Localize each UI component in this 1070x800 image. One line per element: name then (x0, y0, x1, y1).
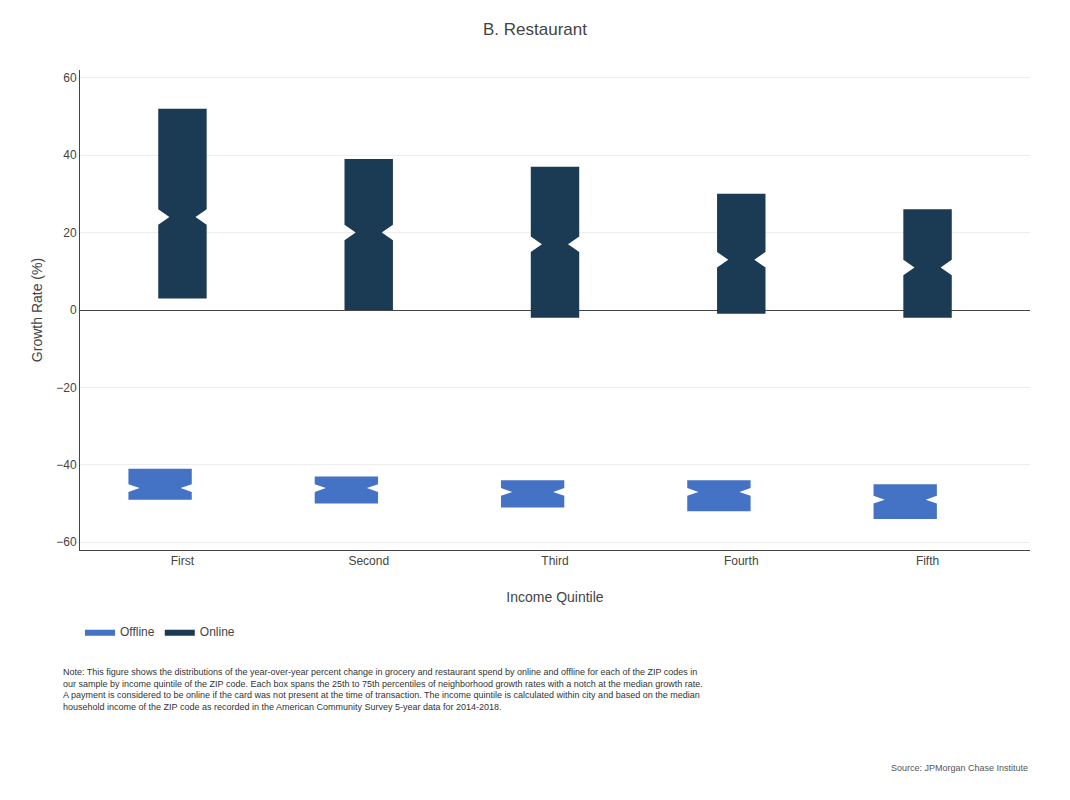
svg-text:−60: −60 (56, 535, 77, 549)
svg-text:Second: Second (348, 554, 389, 568)
svg-text:Income Quintile: Income Quintile (506, 589, 603, 605)
svg-text:Note: This figure shows the di: Note: This figure shows the distribution… (63, 667, 703, 712)
svg-text:Fifth: Fifth (916, 554, 939, 568)
svg-text:−20: −20 (56, 381, 77, 395)
svg-text:Third: Third (541, 554, 568, 568)
svg-text:−40: −40 (56, 458, 77, 472)
svg-text:B. Restaurant: B. Restaurant (483, 20, 587, 39)
svg-text:20: 20 (63, 226, 77, 240)
svg-text:Growth Rate (%): Growth Rate (%) (29, 258, 45, 362)
svg-text:60: 60 (63, 71, 77, 85)
svg-text:First: First (171, 554, 195, 568)
svg-text:Fourth: Fourth (724, 554, 759, 568)
svg-text:0: 0 (70, 303, 77, 317)
svg-text:40: 40 (63, 148, 77, 162)
svg-text:Offline: Offline (120, 625, 155, 639)
svg-text:Source: JPMorgan Chase Institu: Source: JPMorgan Chase Institute (891, 763, 1028, 773)
svg-text:Online: Online (200, 625, 235, 639)
